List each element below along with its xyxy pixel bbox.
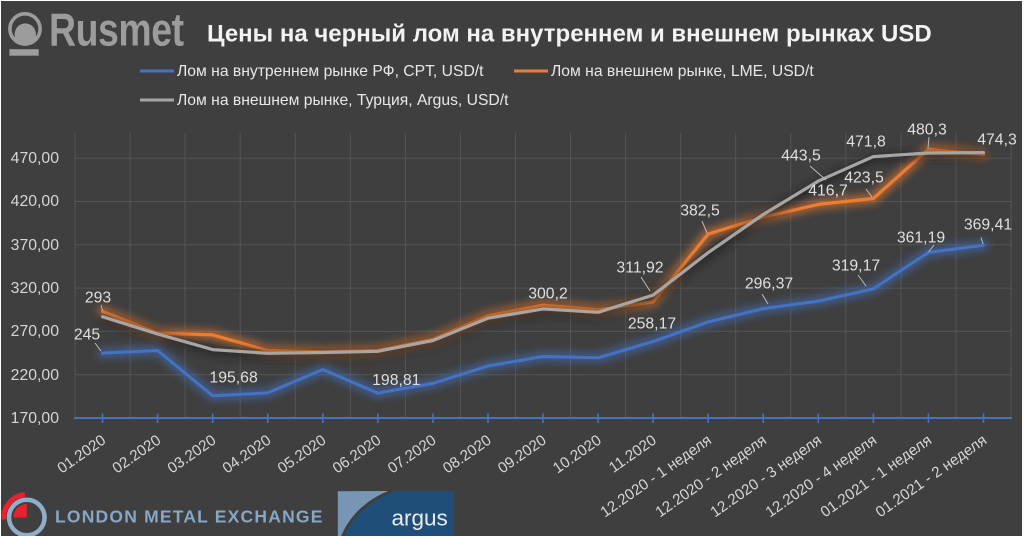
svg-text:293: 293 [85,290,112,307]
svg-text:220,00: 220,00 [11,367,60,384]
svg-text:471,8: 471,8 [846,134,886,151]
svg-text:Цены на черный лом на внутренн: Цены на черный лом на внутреннем и внешн… [207,21,932,48]
svg-text:258,17: 258,17 [628,316,676,333]
svg-text:195,68: 195,68 [209,370,258,387]
svg-text:Rusmet: Rusmet [49,4,184,56]
svg-text:argus: argus [392,506,448,531]
svg-text:320,00: 320,00 [11,280,60,297]
svg-text:LONDON METAL EXCHANGE: LONDON METAL EXCHANGE [55,507,324,527]
svg-text:480,3: 480,3 [907,122,947,139]
svg-text:369,41: 369,41 [964,217,1013,234]
svg-text:Лом на внешнем рынке, Турция,: Лом на внешнем рынке, Турция, Argus, USD… [177,92,509,109]
svg-text:319,17: 319,17 [832,258,880,275]
svg-text:416,7: 416,7 [808,183,848,200]
svg-text:443,5: 443,5 [781,148,821,165]
svg-text:Лом на внешнем рынке, LME, USD: Лом на внешнем рынке, LME, USD/t [551,63,814,80]
svg-text:245: 245 [74,327,101,344]
svg-text:Лом на внутреннем рынке РФ, CP: Лом на внутреннем рынке РФ, CPT, USD/t [177,63,484,80]
svg-text:361,19: 361,19 [897,230,946,247]
svg-text:420,00: 420,00 [11,193,60,210]
svg-text:170,00: 170,00 [11,410,60,427]
svg-text:270,00: 270,00 [11,323,60,340]
svg-text:300,2: 300,2 [528,286,568,303]
svg-text:311,92: 311,92 [616,260,663,277]
svg-text:296,37: 296,37 [745,276,793,293]
svg-text:370,00: 370,00 [11,237,60,254]
svg-text:198,81: 198,81 [372,372,421,389]
svg-text:382,5: 382,5 [680,203,720,220]
svg-text:470,00: 470,00 [11,150,60,167]
svg-text:474,3: 474,3 [977,132,1017,149]
svg-text:423,5: 423,5 [844,170,884,187]
